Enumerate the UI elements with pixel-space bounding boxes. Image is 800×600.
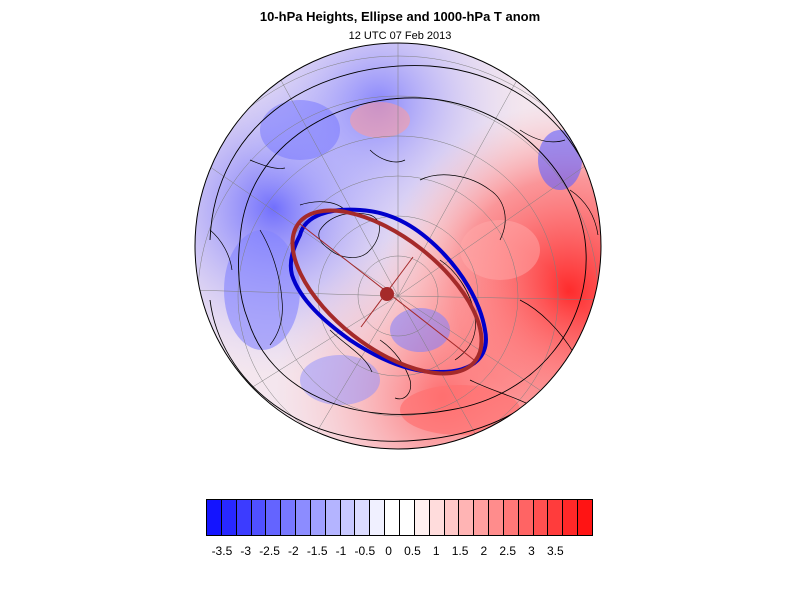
colorbar-swatch: [310, 500, 326, 535]
colorbar-swatch: [399, 500, 415, 535]
colorbar-swatch: [296, 500, 311, 535]
colorbar-tick-label: -2: [288, 544, 299, 558]
colorbar-tick-label: -1.5: [306, 544, 328, 558]
colorbar-tick-label: 2: [480, 544, 488, 558]
colorbar-tick-label: 0: [385, 544, 392, 558]
colorbar-swatch: [385, 500, 400, 535]
graticule: [195, 43, 601, 449]
colorbar-tick-label: 3: [528, 544, 535, 558]
colorbar-swatch: [548, 500, 564, 535]
colorbar-swatch: [325, 500, 341, 535]
colorbar-tick-label: 0.5: [404, 544, 421, 558]
colorbar-swatch: [474, 500, 490, 535]
colorbar-tick-label: 1.5: [451, 544, 469, 558]
colorbar-swatch: [281, 500, 297, 535]
anomaly-field: [195, 43, 601, 449]
colorbar-swatch: [266, 500, 282, 535]
colorbar-tick-label: -3: [240, 544, 252, 558]
map-subtitle: 12 UTC 07 Feb 2013: [348, 30, 452, 42]
colorbar-tick-label: -3.5: [211, 544, 233, 558]
colorbar: [206, 499, 593, 536]
colorbar-swatch: [221, 500, 237, 535]
map-border: [194, 42, 602, 450]
colorbar-swatch: [236, 500, 252, 535]
colorbar-swatch: [444, 500, 460, 535]
colorbar-swatch: [533, 500, 549, 535]
colorbar-tick-label: -0.5: [354, 544, 376, 558]
colorbar-swatch: [578, 500, 592, 535]
colorbar-tick-label: 1: [432, 544, 440, 558]
colorbar-swatch: [251, 500, 267, 535]
colorbar-swatch: [370, 500, 386, 535]
colorbar-tick-label: 3.5: [546, 544, 564, 558]
colorbar-swatch: [414, 500, 430, 535]
polar-map[interactable]: [0, 0, 800, 480]
vortex-ellipse: [290, 208, 484, 376]
colorbar-swatch: [207, 500, 222, 535]
ellipse-centroid: [380, 287, 394, 301]
colorbar-swatch: [503, 500, 519, 535]
colorbar-swatch: [355, 500, 371, 535]
colorbar-tick-label: -2.5: [259, 544, 280, 558]
height-contours: [209, 65, 601, 442]
colorbar-tick-label: 2.5: [499, 544, 517, 558]
colorbar-swatch: [340, 500, 356, 535]
colorbar-tick-label: -1: [335, 544, 347, 558]
colorbar-labels: -3.5 -3 -2.5 -2 -1.5 -1 -0.5 0 0.5 1 1.5 2 2.5 3 3.5: [0, 544, 800, 560]
colorbar-swatch: [429, 500, 445, 535]
colorbar-swatch: [563, 500, 579, 535]
map-title: 10-hPa Heights, Ellipse and 1000-hPa T a…: [259, 9, 541, 24]
colorbar-swatch: [459, 500, 475, 535]
colorbar-swatch: [489, 500, 504, 535]
colorbar-swatch: [518, 500, 534, 535]
